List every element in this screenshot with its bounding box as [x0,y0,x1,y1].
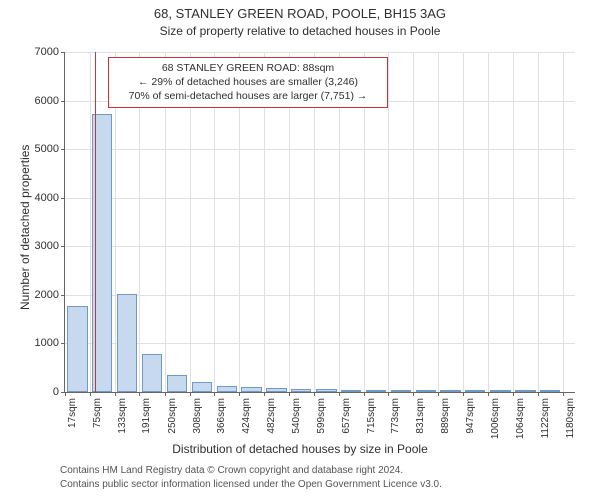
x-tick-label: 1064sqm [515,398,526,439]
y-tick-label: 2000 [35,289,65,301]
x-tick-label: 191sqm [141,398,152,434]
x-tick-mark [214,392,215,396]
histogram-bar [490,390,510,392]
x-tick-mark [264,392,265,396]
x-tick-label: 773sqm [390,398,401,434]
x-tick-mark [190,392,191,396]
x-tick-mark [339,392,340,396]
x-tick-label: 308sqm [192,398,203,434]
chart-subtitle: Size of property relative to detached ho… [0,24,600,38]
histogram-bar [465,390,485,392]
gridline-vertical [413,52,414,392]
x-tick-label: 17sqm [67,398,78,428]
x-tick-mark [239,392,240,396]
x-tick-label: 889sqm [440,398,451,434]
gridline-horizontal [65,343,575,344]
gridline-horizontal [65,246,575,247]
x-tick-label: 1122sqm [540,398,551,438]
x-tick-mark [413,392,414,396]
x-tick-label: 250sqm [167,398,178,434]
annotation-line: 68 STANLEY GREEN ROAD: 88sqm [116,61,380,75]
x-tick-mark [314,392,315,396]
property-annotation-box: 68 STANLEY GREEN ROAD: 88sqm← 29% of det… [108,57,388,108]
histogram-bar [67,306,87,392]
x-tick-mark [538,392,539,396]
histogram-bar [540,390,560,392]
histogram-chart: 68, STANLEY GREEN ROAD, POOLE, BH15 3AG … [0,0,600,500]
histogram-bar [192,382,212,392]
y-tick-label: 5000 [35,143,65,155]
x-tick-label: 599sqm [316,398,327,434]
gridline-vertical [538,52,539,392]
gridline-vertical [563,52,564,392]
histogram-bar [266,388,286,392]
x-tick-label: 1006sqm [490,398,501,439]
y-tick-label: 7000 [35,46,65,58]
y-tick-label: 3000 [35,240,65,252]
x-tick-label: 424sqm [241,398,252,434]
histogram-bar [241,387,261,392]
gridline-vertical [488,52,489,392]
gridline-vertical [463,52,464,392]
x-tick-mark [463,392,464,396]
histogram-bar [217,386,237,392]
histogram-bar [515,390,535,392]
gridline-vertical [513,52,514,392]
x-tick-mark [438,392,439,396]
annotation-line: ← 29% of detached houses are smaller (3,… [116,75,380,89]
gridline-vertical [438,52,439,392]
gridline-vertical [388,52,389,392]
footer-line: Contains public sector information licen… [60,478,442,492]
gridline-vertical [90,52,91,392]
x-tick-mark [364,392,365,396]
x-tick-mark [289,392,290,396]
x-tick-mark [513,392,514,396]
histogram-bar [416,390,436,392]
histogram-bar [142,354,162,392]
histogram-bar [391,390,411,392]
y-tick-label: 1000 [35,337,65,349]
histogram-bar [440,390,460,392]
gridline-horizontal [65,52,575,53]
histogram-bar [167,375,187,392]
x-tick-mark [388,392,389,396]
gridline-horizontal [65,295,575,296]
attribution-footer: Contains HM Land Registry data © Crown c… [60,464,442,492]
histogram-bar [366,390,386,392]
histogram-bar [117,294,137,392]
gridline-horizontal [65,198,575,199]
x-tick-label: 133sqm [117,398,128,434]
x-tick-mark [90,392,91,396]
x-tick-label: 1180sqm [565,398,576,438]
x-axis-label: Distribution of detached houses by size … [0,442,600,456]
chart-title: 68, STANLEY GREEN ROAD, POOLE, BH15 3AG [0,6,600,21]
x-tick-mark [115,392,116,396]
x-tick-mark [65,392,66,396]
x-tick-label: 482sqm [266,398,277,434]
histogram-bar [291,389,311,392]
x-tick-label: 75sqm [92,398,103,428]
x-tick-mark [165,392,166,396]
x-tick-label: 366sqm [216,398,227,434]
reference-line [95,52,96,392]
x-tick-label: 540sqm [291,398,302,434]
x-tick-label: 715sqm [366,398,377,434]
annotation-line: 70% of semi-detached houses are larger (… [116,89,380,103]
footer-line: Contains HM Land Registry data © Crown c… [60,464,442,478]
y-axis-label: Number of detached properties [18,145,32,310]
gridline-horizontal [65,149,575,150]
histogram-bar [316,389,336,392]
y-tick-label: 4000 [35,192,65,204]
x-tick-mark [563,392,564,396]
x-tick-mark [488,392,489,396]
histogram-bar [341,390,361,392]
y-tick-label: 0 [53,386,65,398]
x-tick-label: 657sqm [341,398,352,434]
x-tick-mark [139,392,140,396]
x-tick-label: 831sqm [415,398,426,434]
x-tick-label: 947sqm [465,398,476,434]
y-tick-label: 6000 [35,95,65,107]
